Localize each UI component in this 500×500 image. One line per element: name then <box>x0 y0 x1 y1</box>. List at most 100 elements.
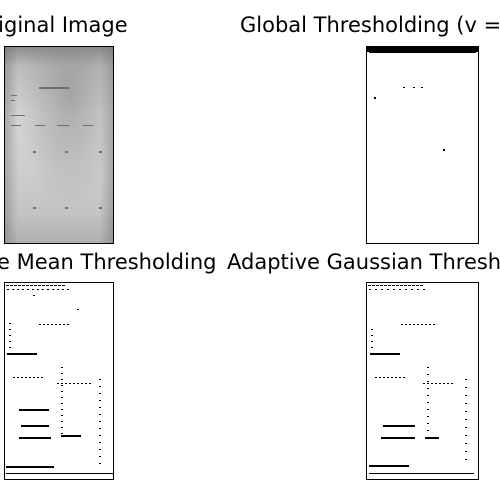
scan-mark <box>369 465 409 467</box>
scan-mark <box>433 324 435 325</box>
scan-mark <box>61 367 63 368</box>
scan-mark <box>58 285 61 286</box>
scan-mark <box>18 285 21 286</box>
scan-mark <box>411 289 413 290</box>
scan-mark <box>6 473 113 474</box>
scan-mark <box>61 391 63 392</box>
scan-mark <box>427 395 429 396</box>
scan-mark <box>417 289 419 290</box>
scan-mark <box>61 427 63 428</box>
scan-mark <box>427 409 429 410</box>
scan-mark <box>99 379 101 380</box>
scan-mark <box>37 289 39 290</box>
scan-mark <box>65 383 67 384</box>
scan-mark <box>99 151 102 153</box>
scan-mark <box>374 97 376 99</box>
global-threshold-panel <box>366 46 479 244</box>
scan-mark <box>403 377 405 378</box>
scan-mark <box>412 285 415 286</box>
scan-mark <box>33 207 36 209</box>
scan-mark <box>9 323 11 324</box>
scan-mark <box>99 414 101 415</box>
scan-mark <box>25 377 27 378</box>
scan-mark <box>29 377 31 378</box>
scan-mark <box>99 442 101 443</box>
scan-mark <box>77 383 79 384</box>
scan-mark <box>6 285 9 286</box>
scan-mark <box>431 383 433 384</box>
scan-mark <box>413 324 415 325</box>
scan-mark <box>381 289 383 290</box>
scan-mark <box>392 285 395 286</box>
scan-mark <box>399 289 401 290</box>
scan-mark <box>7 289 9 290</box>
scan-mark <box>425 437 439 439</box>
scan-mark <box>57 289 59 290</box>
panel-title-original: Original Image <box>0 13 128 37</box>
scan-mark <box>43 324 45 325</box>
scan-mark <box>465 403 467 404</box>
scan-mark <box>85 383 87 384</box>
scan-mark <box>375 289 377 290</box>
panel-title-adaptive-mean: Adaptive Mean Thresholding <box>0 250 217 274</box>
scan-mark <box>17 377 19 378</box>
scan-mark <box>465 411 467 412</box>
scan-mark <box>46 285 49 286</box>
scan-mark <box>429 324 431 325</box>
scan-mark <box>22 285 25 286</box>
scan-mark <box>408 285 411 286</box>
scan-mark <box>427 430 429 431</box>
scan-mark <box>47 289 49 290</box>
scan-mark <box>443 149 445 151</box>
scan-mark <box>83 125 93 126</box>
scan-mark <box>384 285 387 286</box>
scan-mark <box>465 379 467 380</box>
scan-mark <box>99 463 101 464</box>
scan-mark <box>383 377 385 378</box>
scan-mark <box>375 377 377 378</box>
scan-mark <box>77 309 79 310</box>
scan-mark <box>99 386 101 387</box>
panel-title-global-threshold: Global Thresholding (v = 127) <box>240 13 500 37</box>
scan-mark <box>427 367 429 368</box>
scan-mark <box>33 295 35 296</box>
scan-mark <box>387 289 389 290</box>
scan-mark <box>367 47 478 52</box>
scan-mark <box>425 324 427 325</box>
scan-mark <box>401 324 403 325</box>
scan-mark <box>465 387 467 388</box>
panel-title-adaptive-gaussian: Adaptive Gaussian Thresholding <box>227 250 500 274</box>
adaptive-mean-panel <box>4 282 114 480</box>
scan-mark <box>404 285 407 286</box>
scan-mark <box>465 443 467 444</box>
scan-mark <box>62 289 64 290</box>
scan-mark <box>51 324 53 325</box>
scan-mark <box>9 347 11 348</box>
scan-mark <box>63 324 65 325</box>
scan-mark <box>50 285 53 286</box>
scan-mark <box>55 324 57 325</box>
scan-mark <box>427 416 429 417</box>
scan-mark <box>99 393 101 394</box>
scan-mark <box>369 473 474 474</box>
scan-mark <box>447 383 449 384</box>
scan-mark <box>369 289 371 290</box>
scan-mark <box>369 52 476 53</box>
scan-mark <box>62 285 65 286</box>
scan-mark <box>451 383 453 384</box>
scan-mark <box>61 415 63 416</box>
scan-mark <box>465 427 467 428</box>
scan-mark <box>11 115 25 116</box>
scan-mark <box>11 125 21 126</box>
scan-mark <box>41 377 43 378</box>
scan-mark <box>69 383 71 384</box>
scan-mark <box>47 324 49 325</box>
scan-mark <box>33 377 35 378</box>
scan-mark <box>30 285 33 286</box>
scan-mark <box>416 285 419 286</box>
scan-mark <box>413 87 415 88</box>
scan-mark <box>405 324 407 325</box>
scan-mark <box>417 324 419 325</box>
scan-mark <box>99 421 101 422</box>
scan-mark <box>427 402 429 403</box>
